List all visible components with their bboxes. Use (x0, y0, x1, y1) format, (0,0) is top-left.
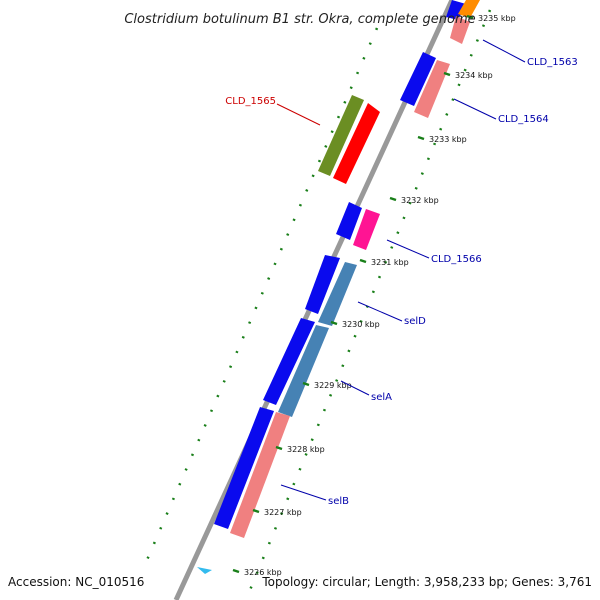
gene-olive-cld1565[interactable] (318, 95, 364, 176)
gene-label[interactable]: CLD_1564 (498, 114, 549, 125)
outer-guide-dots (145, 27, 379, 561)
gene-blue-seld[interactable] (305, 255, 340, 314)
gene-steel-seld[interactable] (318, 262, 357, 326)
tick-label: 3228 kbp (287, 445, 325, 454)
tick-mark (443, 71, 451, 77)
gene-blue-selb[interactable] (214, 407, 274, 529)
callout-line (357, 301, 403, 322)
tick-label: 3229 kbp (314, 381, 352, 390)
genome-title: Clostridium botulinum B1 str. Okra, comp… (124, 12, 475, 27)
gene-label[interactable]: selA (371, 392, 392, 403)
forward-strand-genes (214, 0, 466, 529)
gene-blue-sela[interactable] (263, 318, 315, 405)
callout-line (340, 380, 370, 396)
gene-callouts: CLD_1563 CLD_1564 CLD_1565 CLD_1566 selD selA… (225, 39, 578, 507)
inner-guide-dots (248, 9, 492, 591)
tick-mark (275, 445, 283, 451)
gene-salmon-cld1564[interactable] (414, 60, 450, 118)
gene-steel-sela[interactable] (278, 325, 329, 417)
gene-label[interactable]: CLD_1565 (225, 96, 276, 107)
tick-mark (417, 135, 425, 141)
cyan-marker (197, 567, 212, 574)
tick-mark (252, 508, 260, 514)
tick-mark (330, 320, 338, 326)
reverse-strand-genes (230, 0, 480, 538)
callout-line (482, 39, 526, 63)
gene-red-cld1565[interactable] (333, 103, 380, 184)
callout-line (276, 103, 321, 126)
tick-mark (389, 196, 397, 202)
callout-line (280, 484, 327, 501)
tick-label: 3231 kbp (371, 258, 409, 267)
accession-text: Accession: NC_010516 (8, 575, 144, 589)
tick-mark (466, 14, 474, 20)
outer-track-genes (318, 95, 380, 184)
gene-label[interactable]: selB (328, 496, 349, 507)
tick-label: 3234 kbp (455, 71, 493, 80)
gene-blue-small[interactable] (336, 202, 362, 240)
tick-mark (359, 258, 367, 264)
tick-label: 3235 kbp (478, 14, 516, 23)
gene-pink-cld1566[interactable] (353, 209, 380, 250)
topology-text: Topology: circular; Length: 3,958,233 bp… (261, 575, 592, 589)
tick-mark (232, 568, 240, 574)
kbp-ticks: 3235 kbp 3234 kbp 3233 kbp 3232 kbp 3231 kbp… (232, 14, 516, 577)
gene-salmon-selb[interactable] (230, 412, 290, 538)
tick-label: 3233 kbp (429, 135, 467, 144)
gene-label[interactable]: selD (404, 316, 426, 327)
tick-label: 3226 kbp (244, 568, 282, 577)
gene-orange-top[interactable] (458, 0, 480, 18)
gene-blue-upper[interactable] (400, 52, 436, 106)
callout-line (386, 239, 430, 259)
tick-label: 3232 kbp (401, 196, 439, 205)
gene-salmon-top[interactable] (450, 16, 470, 44)
tick-label: 3227 kbp (264, 508, 302, 517)
tick-label: 3230 kbp (342, 320, 380, 329)
gene-label[interactable]: CLD_1563 (527, 57, 578, 68)
gene-label[interactable]: CLD_1566 (431, 254, 482, 265)
tick-mark (302, 381, 310, 387)
gene-blue-top[interactable] (446, 0, 466, 20)
callout-line (453, 98, 497, 120)
